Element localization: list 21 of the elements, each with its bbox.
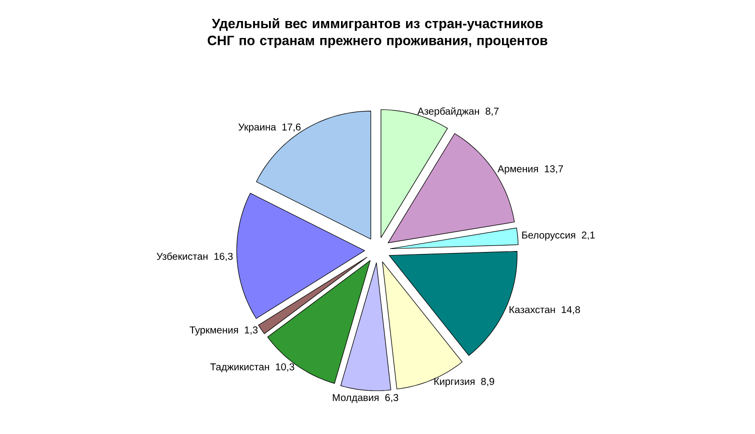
slice-label: Казахстан (510, 306, 555, 314)
data-label: 13,7 (544, 165, 563, 174)
data-label: 14,8 (562, 306, 580, 314)
data-label: 1,3 (244, 326, 258, 335)
data-label: 10,3 (276, 363, 294, 372)
slice-label: Армения (498, 165, 538, 174)
data-label: 8,9 (481, 378, 494, 386)
slice-label: Киргизия (434, 378, 475, 387)
chart-title: Удельный вес иммигрантов из стран-участников СНГ по странам прежнего проживания, процентов (208, 18, 548, 48)
data-label: 16,3 (214, 252, 233, 262)
slice-label: Украина (238, 124, 276, 133)
slice-label: Азербайджан (417, 107, 479, 117)
data-label: 2,1 (582, 232, 595, 240)
slice-label: Белоруссия (522, 232, 576, 241)
slice-label: Таджикистан (210, 363, 270, 372)
data-label: 6,3 (385, 394, 398, 402)
data-label: 17,6 (282, 123, 301, 132)
slice-label: Узбекистан (156, 252, 208, 260)
data-label: 8,7 (486, 108, 499, 116)
slice-label: Туркмения (190, 326, 238, 336)
slice-label: Молдавия (332, 394, 379, 403)
